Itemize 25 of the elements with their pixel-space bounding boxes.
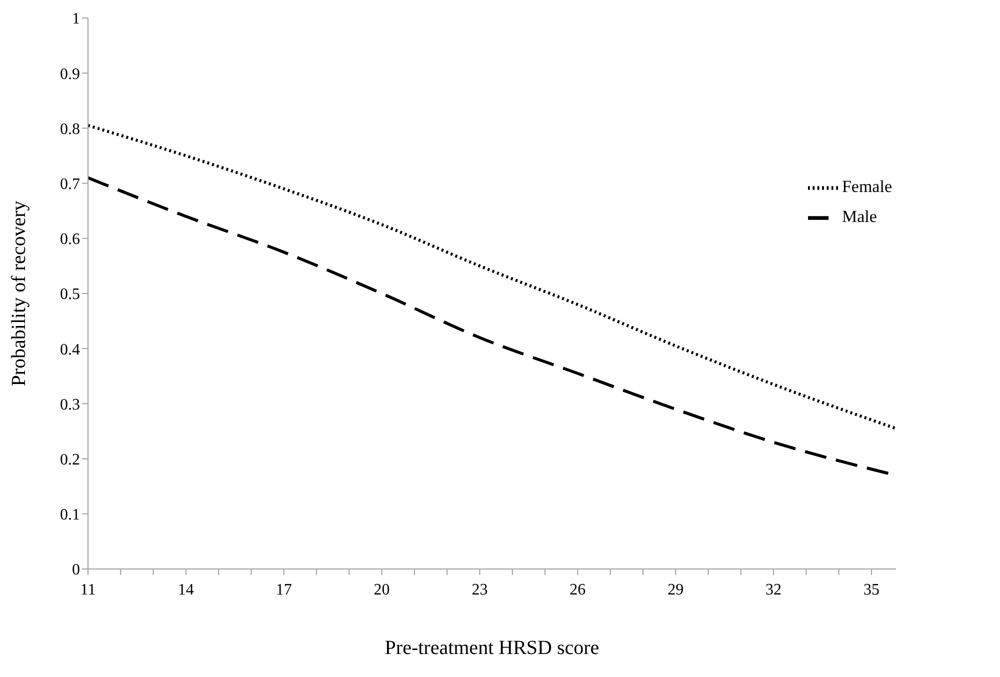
x-tick-label: 17	[276, 581, 292, 598]
y-tick-label: 0	[72, 562, 80, 579]
x-tick-label: 23	[472, 581, 488, 598]
y-axis-title: Probability of recovery	[8, 200, 30, 386]
y-tick-label: 0.9	[60, 66, 80, 83]
line-series	[88, 124, 896, 430]
x-axis-title: Pre-treatment HRSD score	[384, 637, 600, 659]
x-tick-label: 20	[374, 581, 390, 598]
legend-label: Female	[842, 176, 892, 196]
x-tick-label: 14	[178, 581, 194, 598]
y-tick-label: 0.8	[60, 120, 80, 138]
y-tick-label: 0.1	[60, 506, 80, 524]
x-tick-label: 35	[863, 581, 880, 598]
y-tick-label: 0.6	[60, 231, 80, 248]
legend-label: Male	[842, 206, 877, 226]
y-tick-label: 0.4	[60, 341, 80, 358]
y-tick-label: 1	[72, 10, 80, 28]
x-tick-label: 11	[80, 581, 96, 598]
y-tick-label: 0.5	[60, 286, 80, 304]
y-tick-label: 0.3	[60, 396, 80, 414]
y-tick-label: 0.2	[60, 451, 80, 468]
x-tick-label: 26	[570, 581, 586, 598]
y-tick-label: 0.7	[60, 176, 80, 193]
x-tick-label: 29	[668, 581, 684, 598]
x-tick-label: 32	[766, 581, 782, 598]
